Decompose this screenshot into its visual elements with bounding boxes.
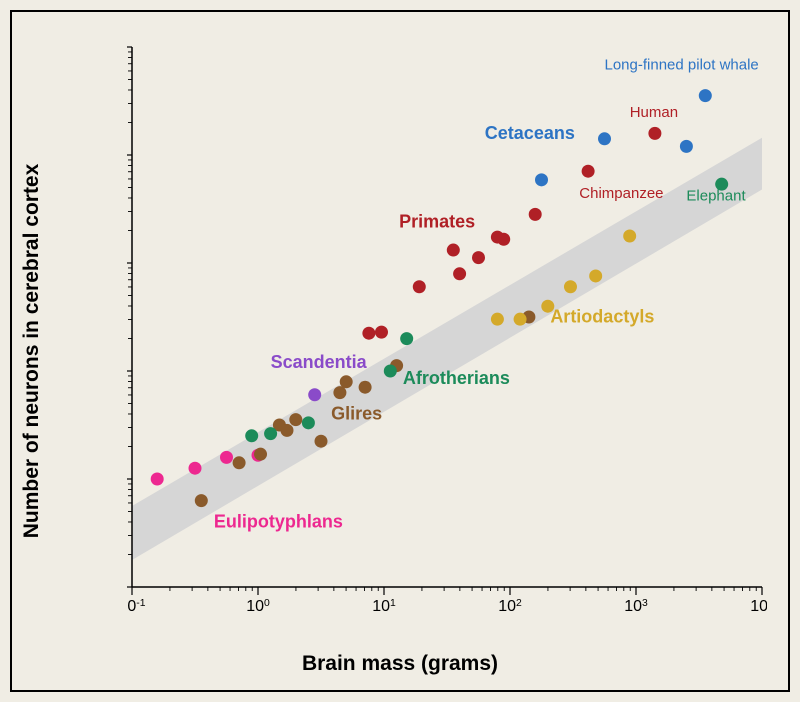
group-label: Glires	[331, 404, 382, 424]
x-tick-label: 10-1	[127, 598, 146, 613]
data-point	[384, 365, 397, 378]
data-point	[497, 233, 510, 246]
data-point	[413, 280, 426, 293]
data-point	[220, 451, 233, 464]
data-point	[472, 251, 485, 264]
data-point	[699, 89, 712, 102]
species-label: Human	[630, 104, 678, 121]
data-point	[189, 462, 202, 475]
group-label: Eulipotyphlans	[214, 512, 343, 532]
data-point	[302, 416, 315, 429]
data-point	[589, 269, 602, 282]
data-point	[362, 327, 375, 340]
data-point	[315, 435, 328, 448]
data-point	[245, 429, 258, 442]
group-label: Artiodactyls	[550, 306, 654, 326]
data-point	[680, 140, 693, 153]
data-point	[375, 326, 388, 339]
data-point	[359, 381, 372, 394]
data-point	[514, 313, 527, 326]
data-point	[453, 267, 466, 280]
data-point	[308, 388, 321, 401]
data-point	[254, 448, 267, 461]
data-point	[400, 332, 413, 345]
confidence-band	[132, 138, 762, 560]
data-point	[564, 280, 577, 293]
data-point	[195, 494, 208, 507]
data-point	[340, 375, 353, 388]
data-point	[151, 473, 164, 486]
data-point	[289, 413, 302, 426]
group-label: Cetaceans	[485, 123, 575, 143]
y-axis-title: Number of neurons in cerebral cortex	[20, 164, 44, 539]
chart-frame: 10-110010110210310410610710810910101011E…	[10, 10, 790, 692]
data-point	[598, 132, 611, 145]
data-point	[447, 244, 460, 257]
data-point	[280, 424, 293, 437]
data-point	[233, 456, 246, 469]
group-label: Afrotherians	[403, 368, 510, 388]
x-tick-label: 104	[750, 598, 767, 613]
species-label: Elephant	[686, 187, 746, 204]
data-point	[264, 427, 277, 440]
data-point	[582, 165, 595, 178]
x-axis-title: Brain mass (grams)	[12, 652, 788, 676]
species-label: Long-finned pilot whale	[605, 57, 759, 74]
data-point	[529, 208, 542, 221]
x-tick-label: 102	[498, 598, 522, 613]
group-label: Scandentia	[271, 352, 368, 372]
x-tick-label: 101	[372, 598, 396, 613]
data-point	[648, 127, 661, 140]
data-point	[623, 230, 636, 243]
species-label: Chimpanzee	[579, 185, 663, 202]
x-tick-label: 103	[624, 598, 648, 613]
x-tick-label: 100	[246, 598, 270, 613]
group-label: Primates	[399, 211, 475, 231]
data-point	[491, 313, 504, 326]
scatter-plot-svg: 10-110010110210310410610710810910101011E…	[127, 42, 767, 612]
plot-area: 10-110010110210310410610710810910101011E…	[127, 42, 767, 612]
data-point	[535, 173, 548, 186]
